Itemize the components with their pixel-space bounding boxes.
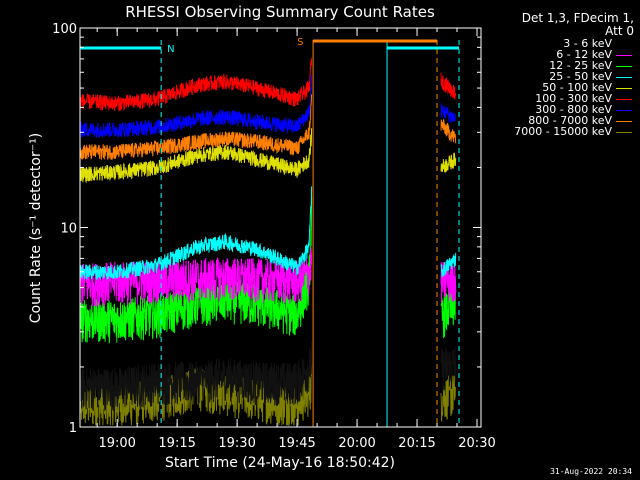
y-tick-label: 10	[60, 222, 77, 237]
legend-swatch	[616, 110, 632, 111]
x-tick-label: 20:15	[398, 436, 435, 451]
legend-entry-label: 300 - 800 keV	[535, 103, 612, 116]
legend-swatch	[616, 55, 632, 56]
legend-entry: 3 - 6 keV	[484, 38, 634, 49]
legend-entry: 100 - 300 keV	[484, 93, 634, 104]
data-layer	[80, 58, 457, 426]
legend-entry: 300 - 800 keV	[484, 104, 634, 115]
legend: Det 1,3, FDecim 1, Att 0 3 - 6 keV 6 - 12…	[484, 11, 634, 138]
series-line-50-100-kev-segment-2	[440, 152, 457, 173]
legend-swatch	[616, 44, 632, 45]
legend-header-line-2: Att 0	[605, 24, 634, 38]
x-tick-label: 19:00	[98, 436, 135, 451]
series-line-6-12-kev-segment-1	[80, 247, 313, 307]
axis-layer: N S 1 10 100 19:00 19:15 19:30 19:45 20:00 20:15 20…	[52, 22, 496, 451]
legend-swatch	[616, 66, 632, 67]
legend-swatch	[616, 99, 632, 100]
legend-entry-label: 100 - 300 keV	[535, 92, 612, 105]
plot-timestamp: 31-Aug-2022 20:34	[550, 467, 632, 476]
legend-header-line-1: Det 1,3, FDecim 1,	[521, 11, 634, 25]
x-tick-label: 20:00	[338, 436, 375, 451]
series-line-50-100-kev-segment-1	[80, 128, 313, 184]
legend-entries: 3 - 6 keV 6 - 12 keV 12 - 25 keV 25 - 50 ke…	[484, 38, 634, 137]
series-line-6-12-kev-segment-2	[440, 260, 457, 304]
flag-label-n: N	[167, 44, 174, 55]
series-line-300-800-kev-segment-1	[80, 74, 313, 138]
series-line-800-7000-kev-segment-2	[440, 119, 457, 144]
legend-entry-label: 7000 - 15000 keV	[514, 125, 612, 138]
x-tick-label: 19:45	[278, 436, 315, 451]
legend-entry-label: 25 - 50 keV	[549, 70, 612, 83]
x-tick-label: 19:15	[158, 436, 195, 451]
x-tick-label: 19:30	[218, 436, 255, 451]
series-line-800-7000-kev-segment-1	[80, 94, 313, 160]
y-axis-label: Count Rate (s⁻¹ detector⁻¹)	[28, 133, 44, 323]
legend-entry: 800 - 7000 keV	[484, 115, 634, 126]
x-tick-label: 20:30	[458, 436, 495, 451]
series-line-12-25-kev-segment-2	[440, 284, 457, 339]
series-line-3-6-kev-segment-2	[440, 346, 457, 391]
legend-swatch	[616, 77, 632, 78]
series-line-12-25-kev-segment-1	[80, 197, 313, 344]
chart-title: RHESSI Observing Summary Count Rates	[125, 3, 435, 21]
series-line-3-6-kev-segment-1	[80, 341, 313, 412]
x-axis-label: Start Time (24-May-16 18:50:42)	[165, 455, 395, 471]
y-tick-label: 1	[69, 421, 77, 436]
series-line-100-300-kev-segment-1	[80, 58, 313, 112]
legend-entry-label: 6 - 12 keV	[556, 48, 612, 61]
legend-entry-label: 3 - 6 keV	[563, 37, 612, 50]
legend-swatch	[616, 88, 632, 89]
legend-entry: 6 - 12 keV	[484, 49, 634, 60]
legend-entry: 25 - 50 keV	[484, 71, 634, 82]
series-line-100-300-kev-segment-2	[440, 72, 457, 100]
y-tick-label: 100	[52, 22, 77, 37]
legend-entry: 12 - 25 keV	[484, 60, 634, 71]
legend-entry: 50 - 100 keV	[484, 82, 634, 93]
series-line-300-800-kev-segment-2	[440, 103, 457, 123]
legend-entry-label: 12 - 25 keV	[549, 59, 612, 72]
legend-swatch	[616, 121, 632, 122]
series-line-7000-15000-kev-segment-2	[440, 375, 457, 422]
legend-swatch	[616, 132, 632, 133]
legend-entry-label: 800 - 7000 keV	[528, 114, 612, 127]
flag-label-s: S	[297, 37, 303, 48]
series-line-25-50-kev-segment-2	[440, 252, 457, 278]
series-line-25-50-kev-segment-1	[80, 186, 313, 280]
legend-entry-label: 50 - 100 keV	[542, 81, 612, 94]
legend-entry: 7000 - 15000 keV	[484, 126, 634, 137]
